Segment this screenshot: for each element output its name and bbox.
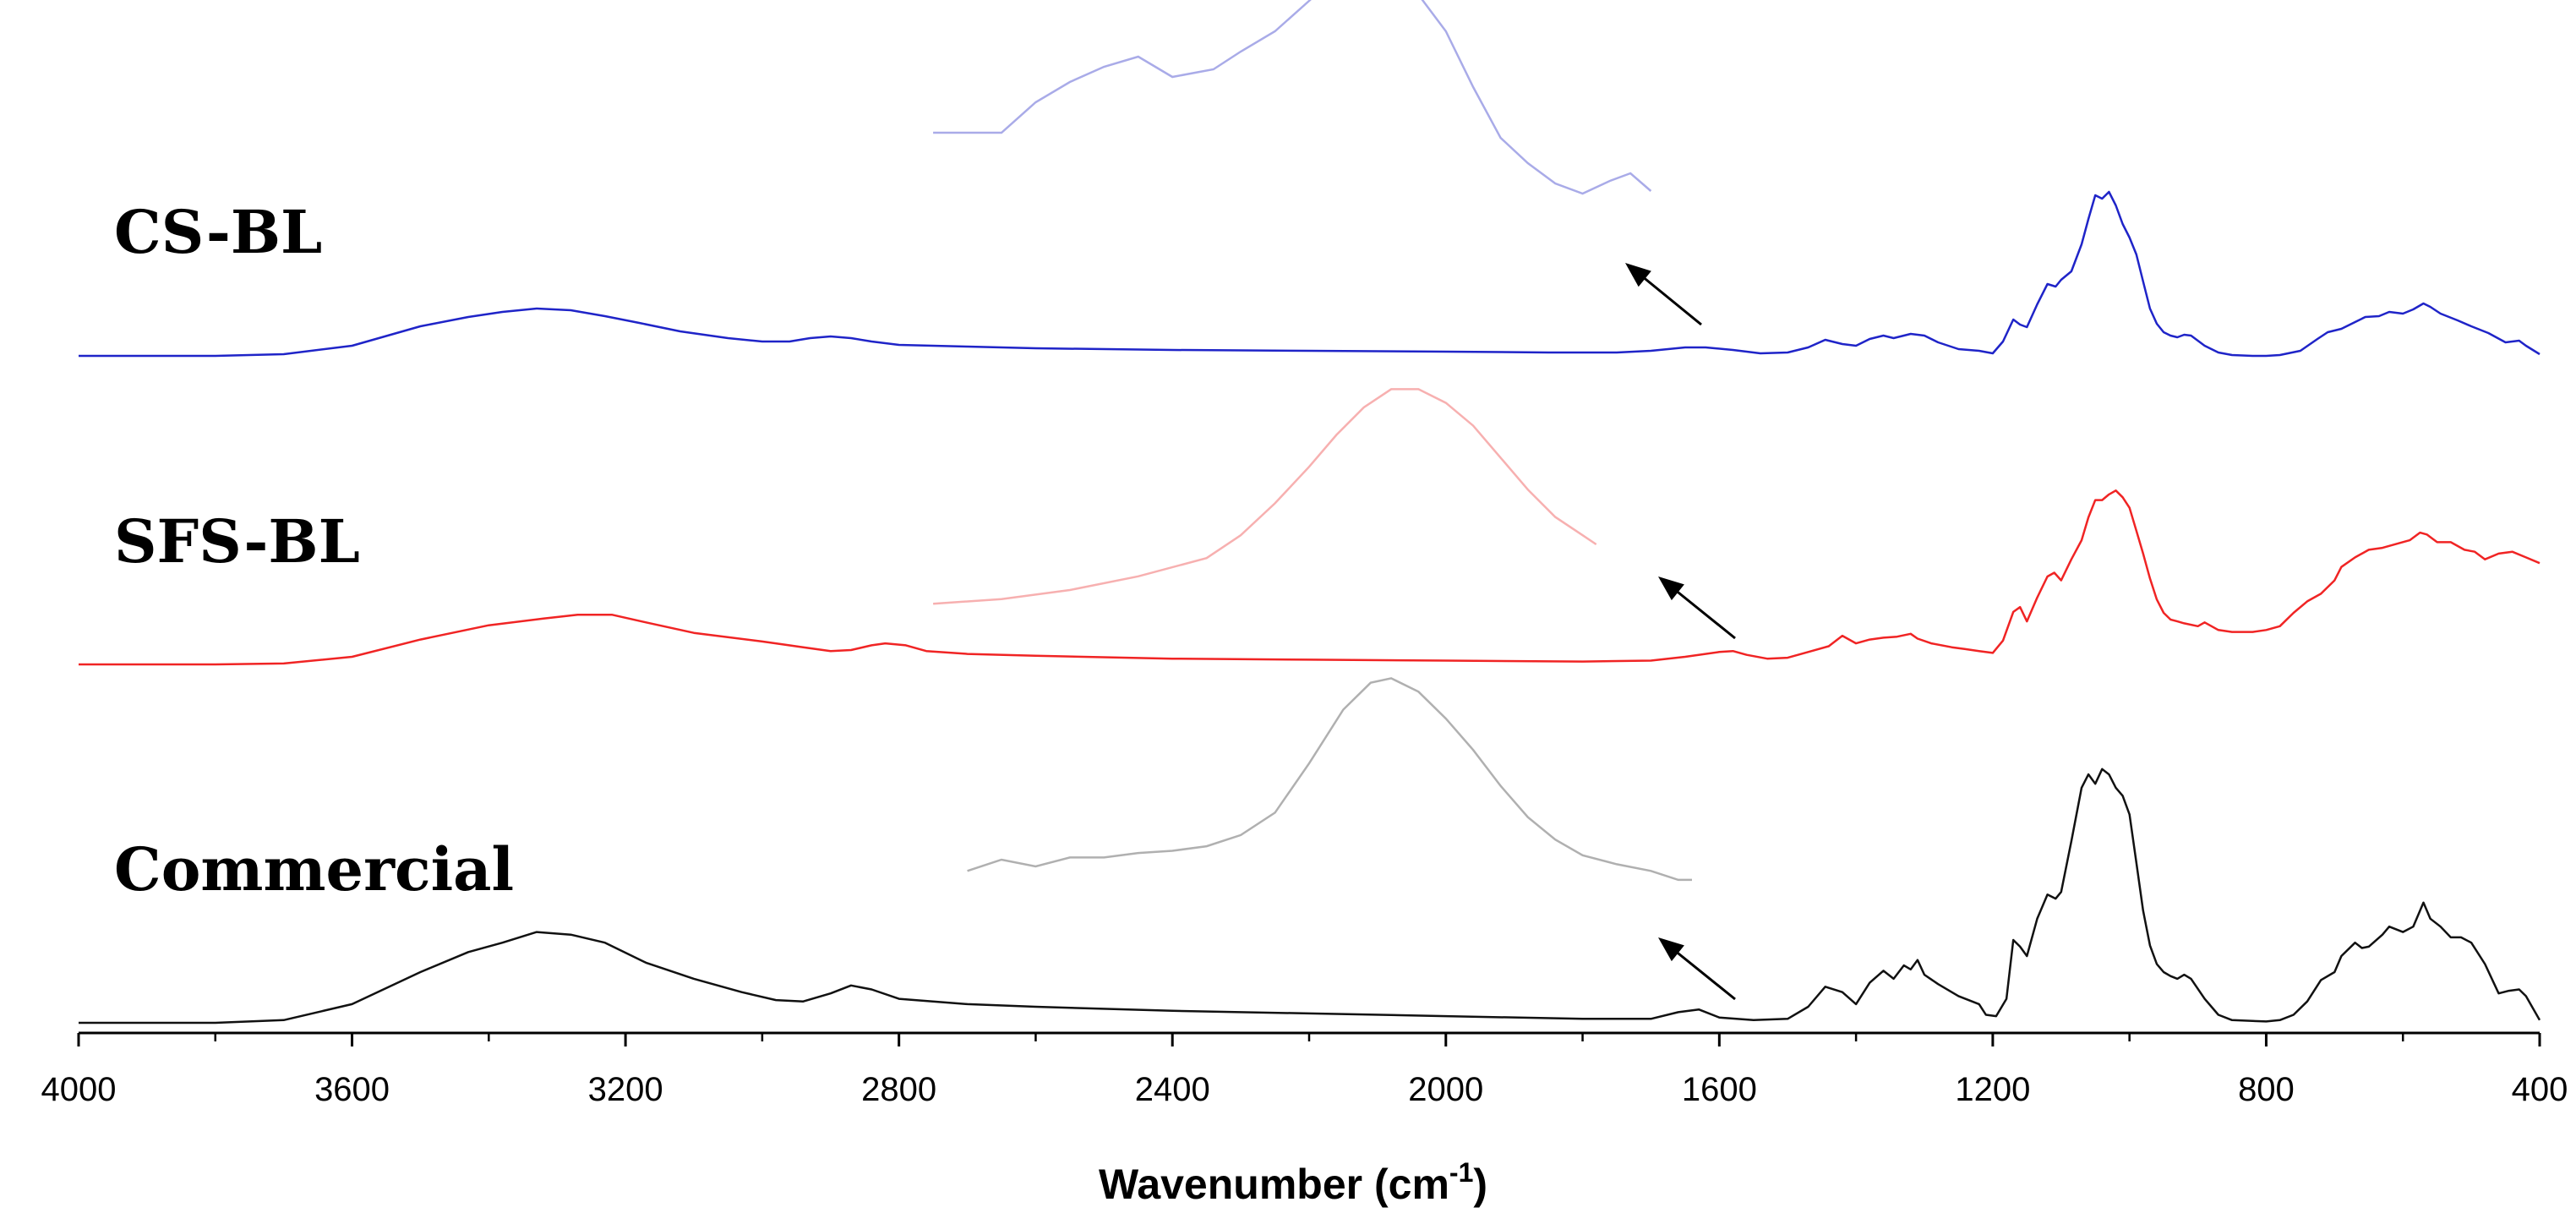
series-line-commercial (79, 768, 2541, 1025)
inset-line-commercial (967, 677, 1692, 882)
zoom-arrows (1625, 263, 1736, 1001)
series-label-commercial: Commercial (114, 834, 514, 904)
x-axis-label-superscript: -1 (1449, 1157, 1473, 1188)
x-tick-label: 2000 (1408, 1071, 1483, 1108)
x-tick-label: 2400 (1135, 1071, 1210, 1108)
arrow-line-sfs-bl (1669, 584, 1736, 640)
series-line-sfs-bl (79, 489, 2541, 666)
zoom-insets (933, 0, 1692, 882)
x-tick-label: 3200 (588, 1071, 663, 1108)
arrow-head-cs-bl (1625, 263, 1651, 287)
x-tick-label: 2800 (861, 1071, 936, 1108)
x-tick-label: 800 (2238, 1071, 2295, 1108)
spectra-series (79, 190, 2541, 1025)
x-axis-label-close: ) (1473, 1161, 1487, 1208)
arrow-line-cs-bl (1636, 270, 1702, 326)
series-label-sfs-bl: SFS-BL (114, 506, 360, 576)
arrow-head-commercial (1658, 937, 1684, 962)
x-axis-label-text: Wavenumber (cm (1099, 1161, 1449, 1208)
inset-line-sfs-bl (933, 388, 1597, 605)
arrow-head-sfs-bl (1658, 576, 1684, 601)
x-tick-label: 1600 (1682, 1071, 1757, 1108)
inset-line-cs-bl (933, 0, 1652, 195)
x-tick-label: 1200 (1955, 1071, 2030, 1108)
x-axis-label: Wavenumber (cm-1) (1099, 1157, 1487, 1208)
series-line-cs-bl (79, 190, 2541, 358)
x-tick-label: 3600 (314, 1071, 390, 1108)
arrow-line-commercial (1669, 945, 1736, 1001)
x-tick-label: 4000 (41, 1071, 117, 1108)
series-label-cs-bl: CS-BL (114, 197, 322, 267)
x-tick-label: 400 (2512, 1071, 2568, 1108)
x-axis-ticks: 4000 3600 3200 2800 2400 2000 1600 1200 800 400 (41, 1033, 2568, 1108)
